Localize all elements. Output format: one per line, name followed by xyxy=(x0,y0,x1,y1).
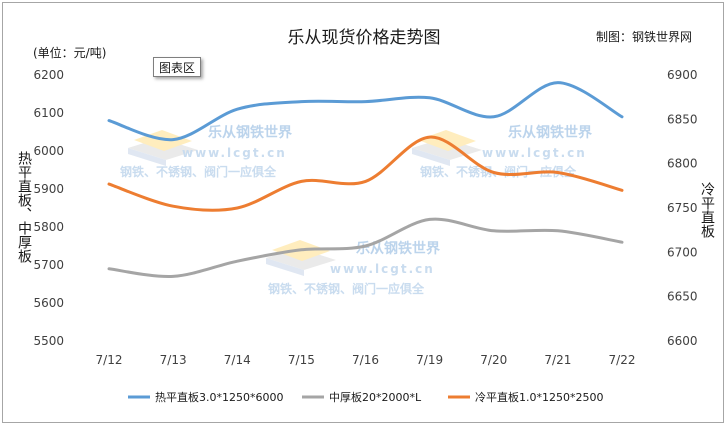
x-tick-label: 7/15 xyxy=(288,353,315,367)
y-right-tick-label: 6650 xyxy=(667,290,698,304)
x-tick-label: 7/21 xyxy=(544,353,571,367)
y-left-tick-label: 6000 xyxy=(33,144,64,158)
y-left-tick-label: 5600 xyxy=(33,296,64,310)
y-left-tick-label: 5700 xyxy=(33,258,64,272)
y-left-ticks: 5500 5600 5700 5800 5900 6000 6100 6200 xyxy=(33,68,64,348)
watermark-slogan: 钢铁、不锈钢、阀门一应俱全 xyxy=(420,164,577,179)
legend-label: 冷平直板1.0*1250*2500 xyxy=(475,390,603,404)
y-right-axis-label: 冷平直板 xyxy=(699,182,715,238)
series-line-1 xyxy=(107,217,624,278)
watermark-slogan: 钢铁、不锈钢、阀门一应俱全 xyxy=(120,164,277,179)
y-right-tick-label: 6600 xyxy=(667,334,698,348)
x-tick-label: 7/20 xyxy=(480,353,507,367)
x-tick-label: 7/13 xyxy=(160,353,187,367)
x-tick-label: 7/16 xyxy=(352,353,379,367)
chart-frame xyxy=(2,2,724,423)
y-left-tick-label: 5500 xyxy=(33,334,64,348)
unit-label: (单位：元/吨) xyxy=(33,45,106,60)
y-right-tick-label: 6750 xyxy=(667,201,698,215)
y-right-tick-label: 6850 xyxy=(667,112,698,126)
watermark-2: 乐从钢铁世界 www.lcgt.cn 钢铁、不锈钢、阀门一应俱全 xyxy=(412,124,593,179)
y-left-tick-label: 6100 xyxy=(33,106,64,120)
watermark-url: www.lcgt.cn xyxy=(482,146,587,160)
legend-label: 热平直板3.0*1250*6000 xyxy=(155,390,283,404)
plot-area-tooltip: 图表区 xyxy=(153,57,201,77)
y-left-axis-label: 热平直板、中厚板 xyxy=(16,151,32,263)
watermark-brand: 乐从钢铁世界 xyxy=(356,240,441,257)
watermark-slogan: 钢铁、不锈钢、阀门一应俱全 xyxy=(268,281,425,296)
series-line-2 xyxy=(107,135,624,212)
y-left-tick-label: 5900 xyxy=(33,182,64,196)
y-right-tick-label: 6700 xyxy=(667,245,698,259)
watermark-url: www.lcgt.cn xyxy=(182,146,287,160)
y-right-tick-label: 6900 xyxy=(667,68,698,82)
x-tick-label: 7/19 xyxy=(416,353,443,367)
x-tick-label: 7/14 xyxy=(224,353,251,367)
y-right-tick-label: 6800 xyxy=(667,157,698,171)
x-tick-label: 7/22 xyxy=(609,353,636,367)
y-right-ticks: 6600 6650 6700 6750 6800 6850 6900 xyxy=(667,68,698,348)
watermark-1: 乐从钢铁世界 www.lcgt.cn 钢铁、不锈钢、阀门一应俱全 xyxy=(120,124,293,179)
x-tick-label: 7/12 xyxy=(96,353,123,367)
chart-title: 乐从现货价格走势图 xyxy=(288,28,441,48)
series-lines xyxy=(107,81,624,278)
watermark-brand: 乐从钢铁世界 xyxy=(508,124,593,141)
chart-credit: 制图：钢铁世界网 xyxy=(596,30,692,44)
y-left-tick-label: 5800 xyxy=(33,220,64,234)
watermark-brand: 乐从钢铁世界 xyxy=(208,124,293,141)
watermark-logo-3 xyxy=(266,240,336,276)
legend: 热平直板3.0*1250*6000 中厚板20*2000*L 冷平直板1.0*125… xyxy=(128,390,603,404)
watermark-url: www.lcgt.cn xyxy=(330,262,435,276)
series-line-0 xyxy=(107,81,624,142)
x-ticks: 7/12 7/13 7/14 7/15 7/16 7/19 7/20 7/21 7/22 xyxy=(96,353,636,367)
y-left-tick-label: 6200 xyxy=(33,68,64,82)
legend-label: 中厚板20*2000*L xyxy=(329,390,422,404)
